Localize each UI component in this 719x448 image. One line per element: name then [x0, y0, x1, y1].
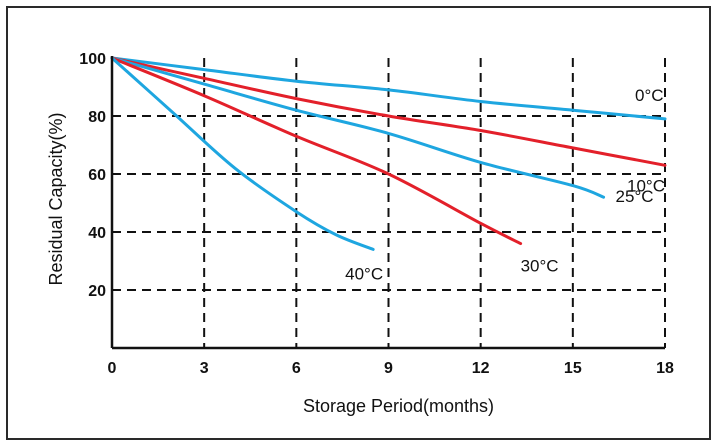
x-tick-label: 18	[656, 360, 674, 377]
series-label-25c: 25°C	[616, 187, 654, 206]
series-line-40c	[110, 56, 375, 251]
tick-labels: 0 3 6 9 12 15 18 20 40 60 80 100	[79, 51, 674, 377]
series-line-10c	[110, 56, 667, 167]
series-line-30c	[110, 56, 523, 246]
chart-frame	[6, 6, 711, 440]
y-tick-label: 60	[88, 167, 106, 184]
x-tick-label: 12	[472, 360, 490, 377]
y-tick-label: 80	[88, 109, 106, 126]
series-label-0c: 0°C	[635, 86, 664, 105]
x-tick-label: 15	[564, 360, 582, 377]
x-tick-label: 0	[108, 360, 117, 377]
series-label-10c: 10°C	[627, 176, 665, 195]
series-label-40c: 40°C	[345, 264, 383, 283]
series-label-30c: 30°C	[521, 257, 559, 276]
y-axis-title: Residual Capacity(%)	[46, 112, 66, 285]
axes	[110, 56, 665, 350]
y-tick-label: 20	[88, 283, 106, 300]
x-tick-label: 3	[200, 360, 209, 377]
series-lines	[110, 56, 667, 251]
y-tick-label: 100	[79, 51, 106, 68]
series-line-0c	[110, 56, 667, 121]
x-tick-label: 6	[292, 360, 301, 377]
y-tick-label: 40	[88, 225, 106, 242]
series-labels: 0°C 10°C25°C 30°C 40°C	[345, 86, 665, 283]
x-axis-title: Storage Period(months)	[303, 396, 494, 416]
grid-lines	[112, 58, 666, 348]
x-tick-label: 9	[384, 360, 393, 377]
series-line-25c	[110, 56, 606, 199]
